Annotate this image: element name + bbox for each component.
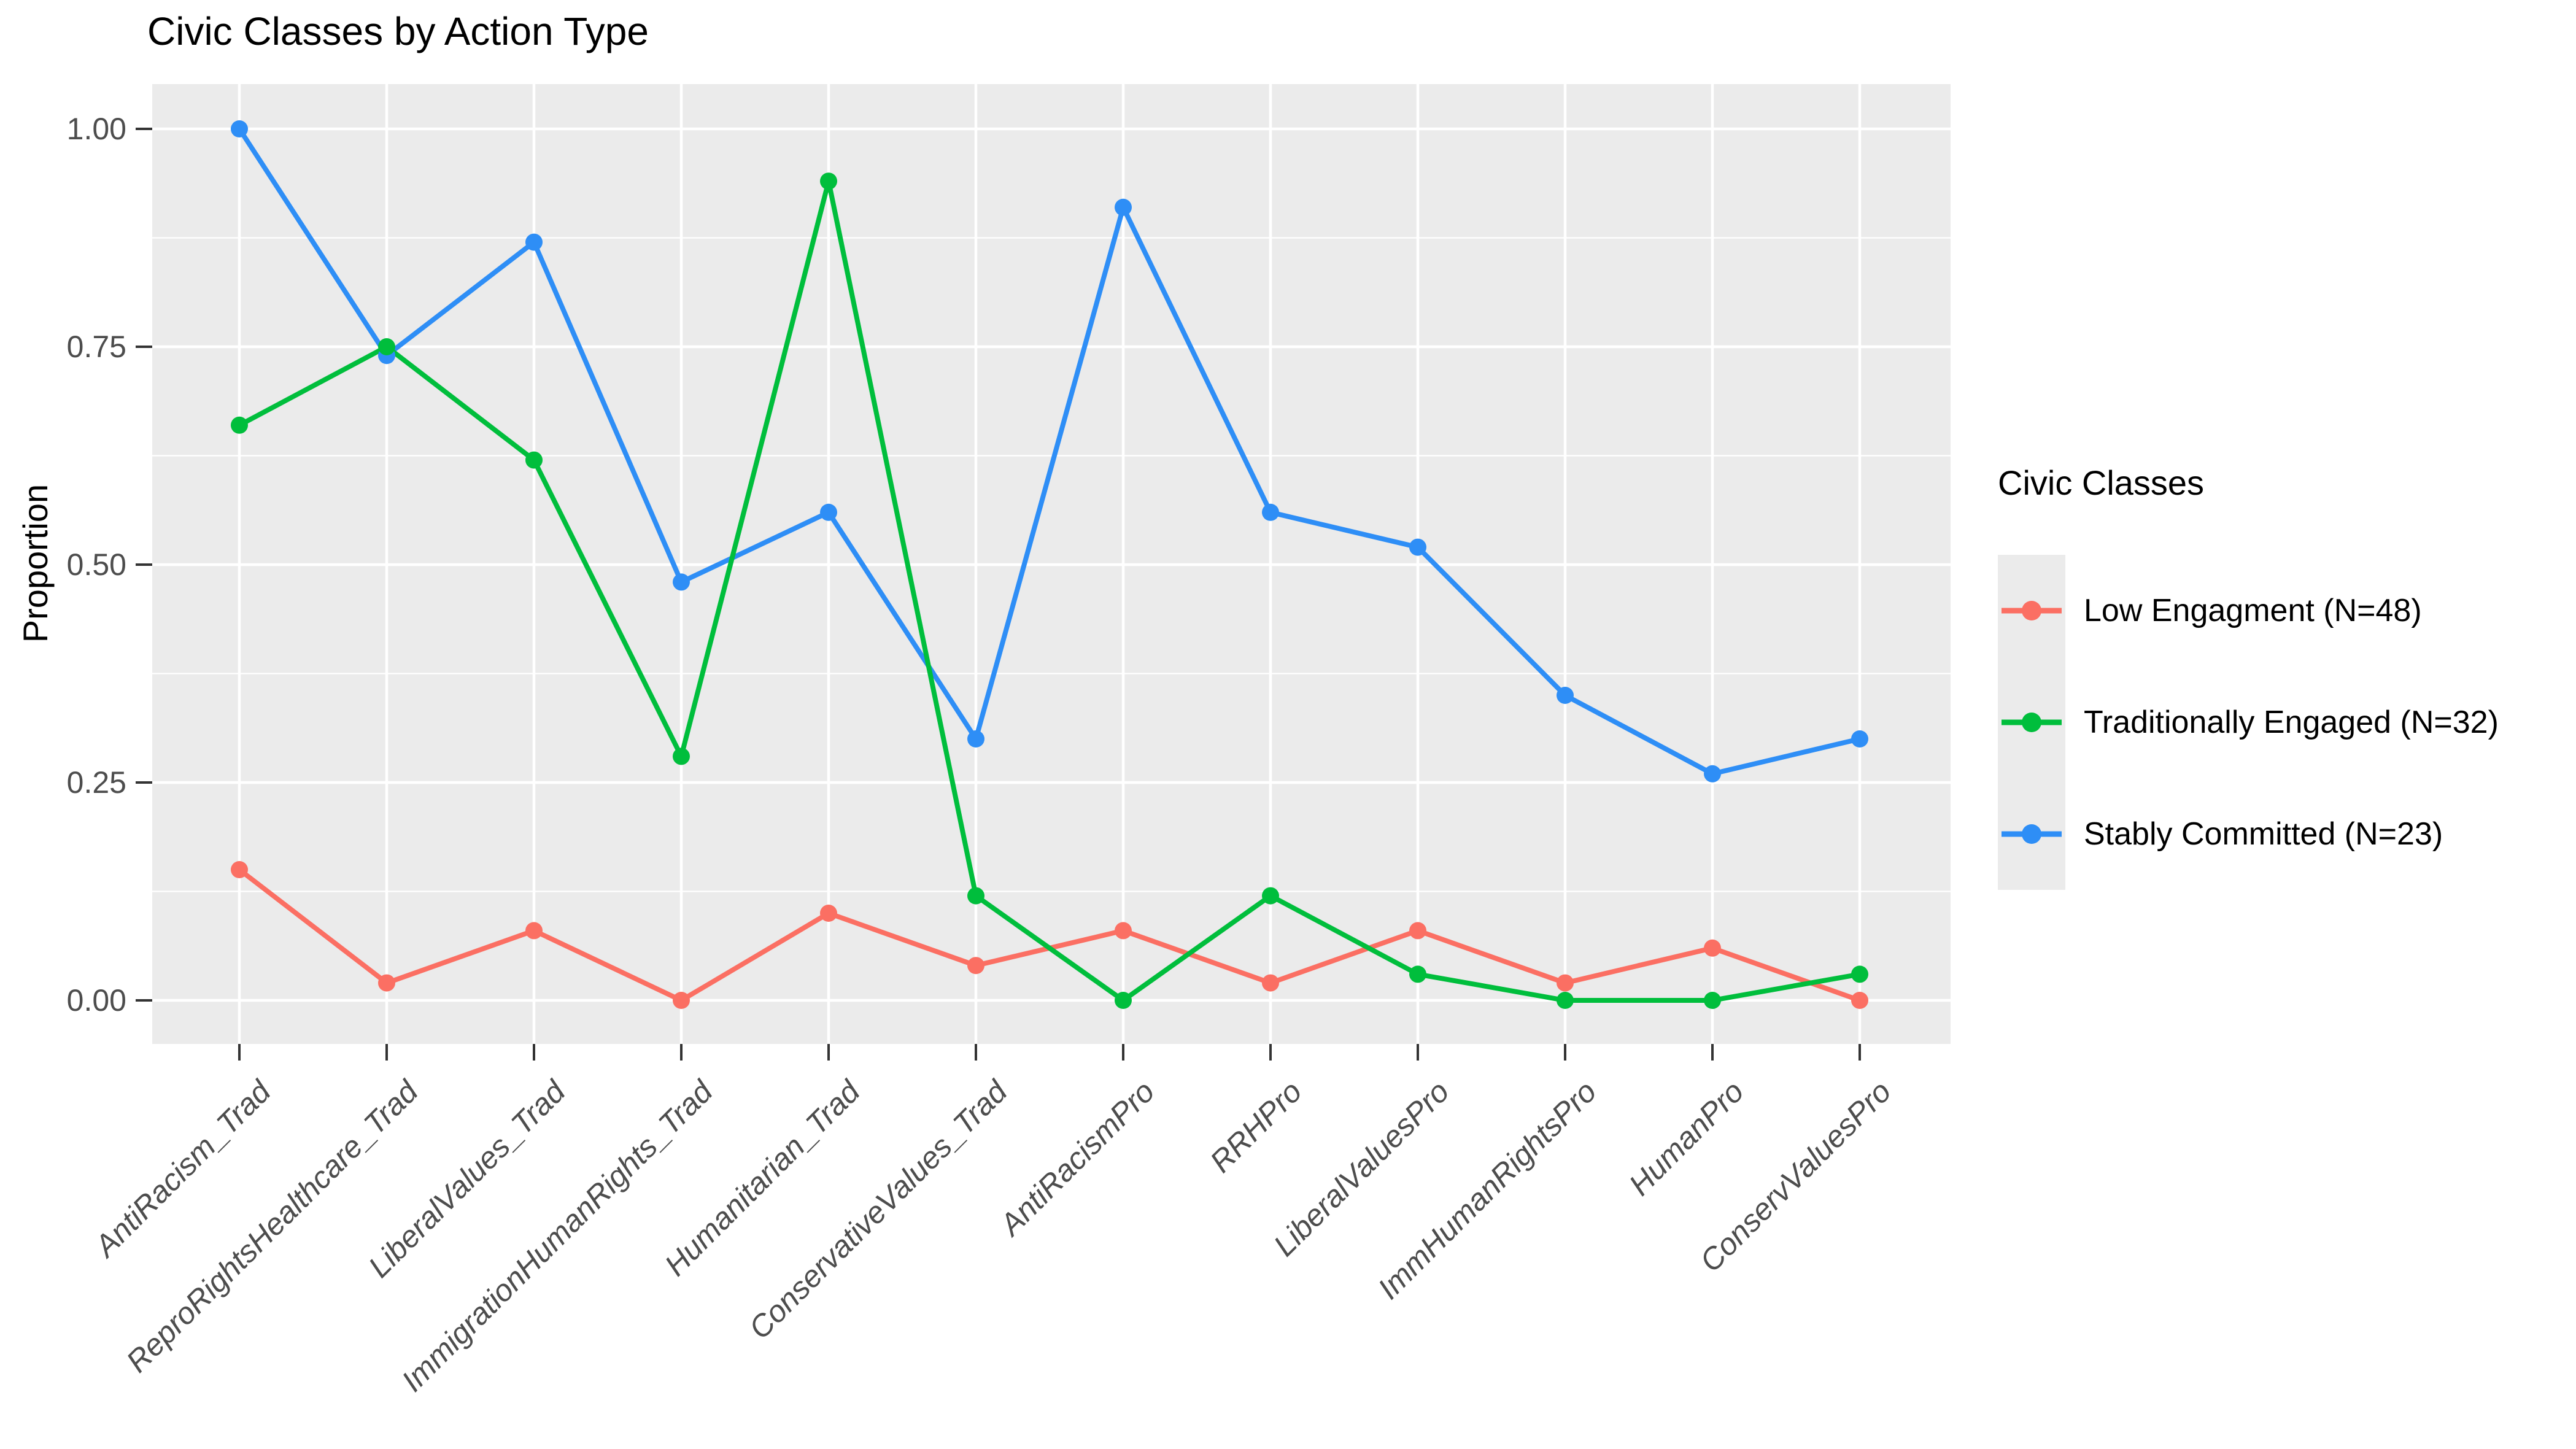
data-point (1262, 974, 1279, 992)
y-tick-label: 0.25 (66, 765, 126, 800)
y-tick-label: 0.75 (66, 330, 126, 364)
data-point (1557, 974, 1574, 992)
legend-key-swatch (1998, 667, 2065, 778)
legend-item: Low Engagment (N=48) (1998, 555, 2575, 667)
series-line (237, 126, 1862, 776)
legend-item: Traditionally Engaged (N=32) (1998, 667, 2575, 778)
data-point (1409, 965, 1426, 983)
legend-key-icon (2002, 601, 2062, 620)
data-point (525, 451, 543, 469)
data-point (1115, 992, 1132, 1009)
data-point (820, 172, 837, 190)
legend-key-swatch (1998, 778, 2065, 890)
data-point (1851, 730, 1868, 748)
y-tick-label: 0.50 (66, 547, 126, 582)
data-point (231, 120, 248, 137)
legend-key-icon (2002, 824, 2062, 844)
data-point (1851, 992, 1868, 1009)
legend-items: Low Engagment (N=48) Traditionally Engage… (1998, 555, 2575, 890)
data-point (673, 748, 690, 765)
series-line (237, 179, 1862, 1003)
legend-key-point (2022, 713, 2041, 732)
data-point (967, 730, 984, 748)
data-point (1704, 939, 1721, 957)
legend-item: Stably Committed (N=23) (1998, 778, 2575, 890)
data-point (967, 887, 984, 905)
data-point (1262, 503, 1279, 521)
data-point (820, 503, 837, 521)
data-point (1851, 965, 1868, 983)
data-point (1704, 765, 1721, 782)
legend-label: Traditionally Engaged (N=32) (2084, 705, 2499, 740)
data-point (1557, 687, 1574, 704)
data-point (1704, 992, 1721, 1009)
legend-key-point (2022, 601, 2041, 620)
chart-title: Civic Classes by Action Type (147, 9, 649, 53)
data-point (1115, 198, 1132, 216)
legend-label: Low Engagment (N=48) (2084, 593, 2422, 628)
data-point (1262, 887, 1279, 905)
data-point (1115, 922, 1132, 940)
data-point (1409, 922, 1426, 940)
data-point (378, 338, 395, 355)
y-tick-label: 1.00 (66, 112, 126, 146)
legend-key-swatch (1998, 555, 2065, 667)
data-point (820, 905, 837, 922)
legend: Civic Classes Low Engagment (N=48) Tradit… (1998, 462, 2575, 890)
legend-label: Stably Committed (N=23) (2084, 816, 2443, 852)
data-point (525, 233, 543, 251)
legend-key-point (2022, 824, 2041, 844)
legend-title: Civic Classes (1998, 463, 2205, 502)
data-point (1557, 992, 1574, 1009)
data-point (231, 861, 248, 878)
data-point (378, 974, 395, 992)
data-point (967, 957, 984, 975)
data-point (1409, 538, 1426, 556)
legend-key-icon (2002, 713, 2062, 732)
data-point (673, 573, 690, 591)
data-point (231, 416, 248, 434)
data-point (525, 922, 543, 940)
data-point (673, 992, 690, 1009)
y-tick-label: 0.00 (66, 983, 126, 1018)
